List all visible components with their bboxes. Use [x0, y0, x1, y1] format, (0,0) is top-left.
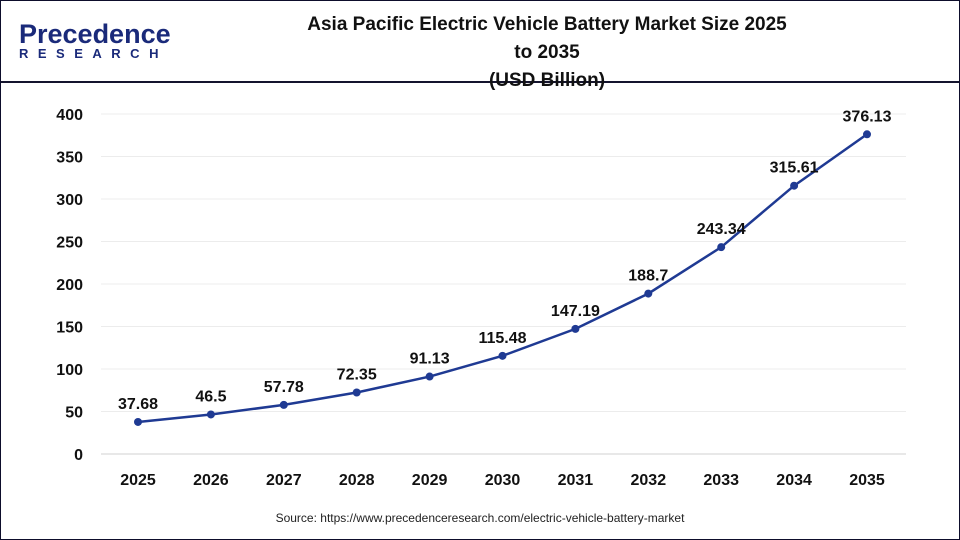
logo-line2: RESEARCH [19, 46, 168, 61]
x-tick-label: 2027 [266, 472, 302, 489]
x-tick-label: 2025 [120, 472, 156, 489]
y-tick-label: 0 [74, 447, 83, 464]
data-label: 315.61 [770, 160, 819, 177]
data-label: 72.35 [337, 367, 377, 384]
source-note: Source: https://www.precedenceresearch.c… [275, 511, 685, 525]
data-label: 376.13 [843, 108, 892, 125]
data-label: 46.5 [195, 388, 226, 405]
x-tick-label: 2034 [776, 472, 812, 489]
data-point [352, 388, 361, 397]
x-tick-label: 2032 [631, 472, 667, 489]
title-line2: (USD Billion) [488, 70, 606, 91]
data-point [206, 410, 215, 419]
y-tick-label: 200 [56, 277, 83, 294]
data-point [790, 181, 799, 190]
y-tick-label: 250 [56, 235, 83, 252]
y-tick-label: 150 [56, 320, 83, 337]
data-point [279, 400, 288, 409]
data-point [571, 324, 580, 333]
y-tick-label: 350 [56, 150, 83, 167]
data-point [644, 289, 653, 298]
x-tick-label: 2033 [703, 472, 739, 489]
data-label: 115.48 [478, 330, 526, 347]
data-label: 91.13 [410, 351, 450, 368]
data-label: 147.19 [551, 303, 600, 320]
x-tick-label: 2030 [485, 472, 521, 489]
x-tick-label: 2035 [849, 472, 885, 489]
y-tick-label: 100 [56, 362, 83, 379]
title-line1: Asia Pacific Electric Vehicle Battery Ma… [307, 14, 787, 63]
series-line [137, 133, 868, 424]
x-tick-label: 2031 [558, 472, 594, 489]
data-point [425, 372, 434, 381]
logo-line1: Precedence [19, 19, 171, 49]
data-point [498, 351, 507, 360]
data-point [134, 417, 142, 426]
x-tick-label: 2026 [193, 472, 229, 489]
y-tick-label: 50 [65, 405, 83, 422]
x-tick-label: 2028 [339, 472, 375, 489]
data-label: 37.68 [118, 396, 158, 413]
chart-title: Asia Pacific Electric Vehicle Battery Ma… [301, 11, 793, 95]
logo: Precedence RESEARCH [19, 21, 171, 61]
y-tick-label: 300 [56, 192, 83, 209]
data-label: 243.34 [697, 221, 746, 238]
y-tick-label: 400 [56, 107, 83, 124]
data-label: 188.7 [628, 268, 668, 285]
data-point [717, 243, 726, 252]
x-tick-label: 2029 [412, 472, 448, 489]
data-label: 57.78 [264, 379, 304, 396]
data-point [863, 130, 871, 139]
header: Precedence RESEARCH Asia Pacific Electri… [1, 1, 959, 91]
